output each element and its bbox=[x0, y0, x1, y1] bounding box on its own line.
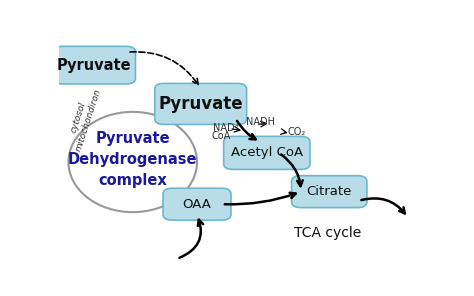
Text: OAA: OAA bbox=[182, 198, 211, 211]
Text: cytosol
mitochondiron: cytosol mitochondiron bbox=[64, 85, 102, 153]
Text: Pyruvate: Pyruvate bbox=[158, 95, 243, 113]
Text: TCA cycle: TCA cycle bbox=[294, 226, 361, 240]
Text: CO₂: CO₂ bbox=[287, 127, 305, 137]
Text: NAD⁺: NAD⁺ bbox=[213, 123, 240, 133]
Text: Acetyl CoA: Acetyl CoA bbox=[231, 147, 303, 160]
FancyBboxPatch shape bbox=[163, 188, 231, 220]
Text: Citrate: Citrate bbox=[307, 185, 352, 198]
FancyBboxPatch shape bbox=[53, 46, 136, 84]
Text: NADH: NADH bbox=[246, 117, 275, 127]
Ellipse shape bbox=[68, 112, 197, 212]
Text: Pyruvate
Dehydrogenase
complex: Pyruvate Dehydrogenase complex bbox=[68, 131, 198, 188]
Text: Pyruvate: Pyruvate bbox=[57, 58, 131, 73]
FancyBboxPatch shape bbox=[224, 136, 310, 169]
Text: CoA: CoA bbox=[211, 131, 230, 141]
FancyBboxPatch shape bbox=[155, 83, 246, 124]
FancyBboxPatch shape bbox=[292, 176, 367, 207]
